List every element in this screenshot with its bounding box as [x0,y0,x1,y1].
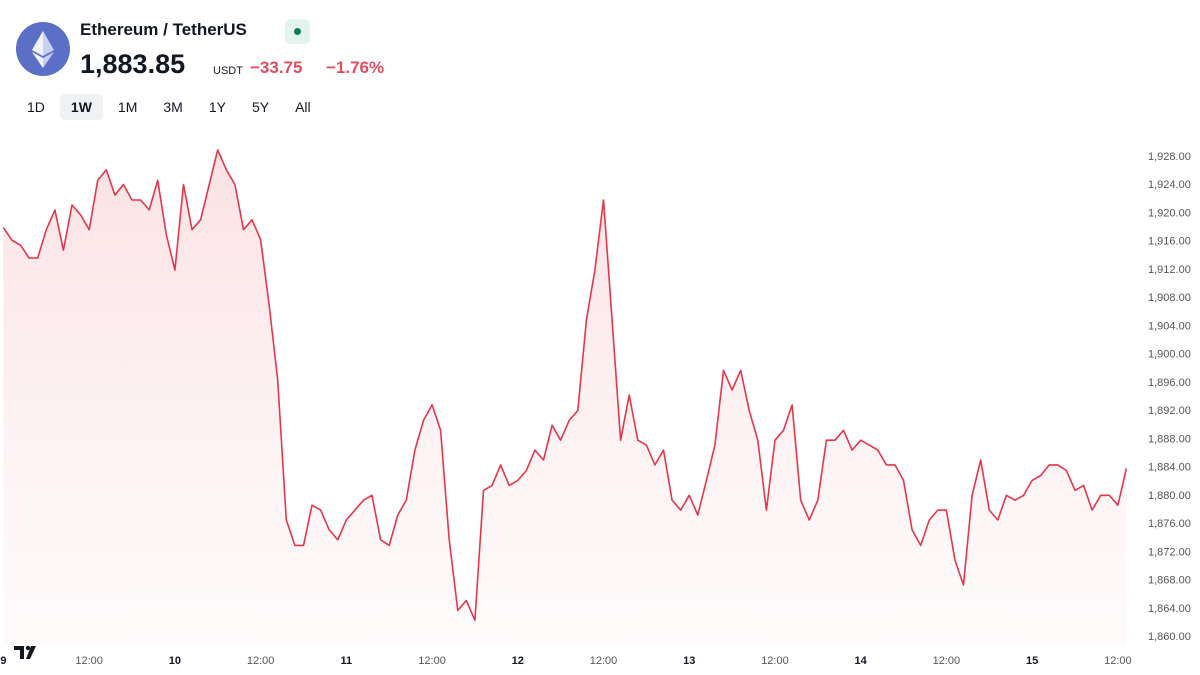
header: Ethereum / TetherUS 1,883.85 USDT −33.75… [0,0,1200,130]
x-tick-label: 10 [169,655,181,667]
x-tick-label: 12:00 [247,655,275,667]
x-tick-label: 12:00 [761,655,789,667]
y-tick-label: 1,876.00 [1148,518,1191,530]
x-tick-label: 9 [0,655,6,667]
y-tick-label: 1,900.00 [1148,349,1191,361]
range-button[interactable]: 1W [59,94,103,120]
x-tick-label: 12:00 [590,655,618,667]
range-selector: 1D 1W 1M 3M 1Y 5Y All [16,94,322,120]
x-tick-label: 12 [512,655,524,667]
y-tick-label: 1,912.00 [1148,264,1191,276]
x-tick-label: 12:00 [75,655,103,667]
y-tick-label: 1,864.00 [1148,603,1191,615]
y-tick-label: 1,904.00 [1148,320,1191,332]
range-button[interactable]: 1M [117,99,138,115]
x-tick-label: 12:00 [933,655,961,667]
x-tick-label: 12:00 [1104,655,1132,667]
y-tick-label: 1,916.00 [1148,236,1191,248]
x-tick-label: 14 [855,655,868,667]
tv-logo [14,645,36,659]
y-tick-label: 1,868.00 [1148,575,1191,587]
y-tick-label: 1,908.00 [1148,292,1191,304]
x-tick-label: 15 [1026,655,1038,667]
range-button[interactable]: 3M [163,99,183,115]
y-tick-label: 1,896.00 [1148,377,1191,389]
x-tick-label: 11 [341,655,353,667]
range-button[interactable]: 1Y [208,99,226,115]
change: −33.75 [250,58,303,77]
x-tick-label: 13 [683,655,695,667]
y-tick-label: 1,928.00 [1148,151,1191,163]
y-tick-label: 1,880.00 [1148,490,1191,502]
y-tick-label: 1,860.00 [1148,631,1191,643]
x-tick-label: 12:00 [418,655,446,667]
price: 1,883.85 [80,49,186,79]
symbol: Ethereum / TetherUS [80,20,247,39]
y-tick-label: 1,892.00 [1148,405,1191,417]
range-button[interactable]: All [295,99,311,115]
currency: USDT [213,65,243,77]
y-tick-label: 1,884.00 [1148,462,1191,474]
market-status [285,19,310,44]
eth-logo [16,22,70,76]
area-fill [3,149,1127,645]
price-line [2,149,1128,622]
y-tick-label: 1,920.00 [1148,207,1191,219]
y-tick-label: 1,872.00 [1148,546,1191,558]
change-percent: −1.76% [326,58,385,77]
range-button[interactable]: 1D [27,99,45,115]
y-tick-label: 1,888.00 [1148,433,1191,445]
y-tick-label: 1,924.00 [1148,179,1191,191]
range-button[interactable]: 5Y [251,99,270,115]
